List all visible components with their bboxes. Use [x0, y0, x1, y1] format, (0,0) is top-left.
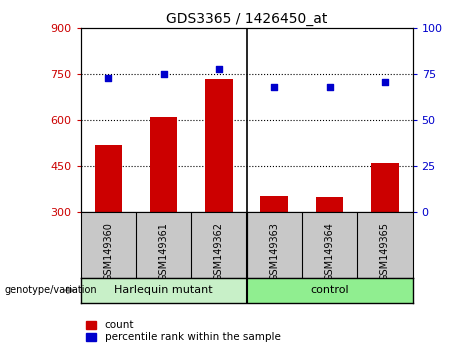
- Point: [160, 72, 167, 77]
- Point: [326, 84, 333, 90]
- Text: genotype/variation: genotype/variation: [5, 285, 97, 295]
- Text: GSM149365: GSM149365: [380, 222, 390, 281]
- Text: GSM149363: GSM149363: [269, 222, 279, 281]
- Bar: [205, 79, 233, 212]
- Bar: [316, 197, 343, 212]
- Legend: count, percentile rank within the sample: count, percentile rank within the sample: [86, 320, 280, 342]
- Text: GSM149362: GSM149362: [214, 222, 224, 281]
- Point: [215, 66, 223, 72]
- Point: [105, 75, 112, 81]
- Text: GSM149364: GSM149364: [325, 222, 335, 281]
- Title: GDS3365 / 1426450_at: GDS3365 / 1426450_at: [166, 12, 327, 26]
- Point: [381, 79, 389, 85]
- Bar: [81, 278, 247, 303]
- Bar: [247, 278, 413, 303]
- Text: GSM149360: GSM149360: [103, 222, 113, 281]
- Bar: [150, 117, 177, 212]
- Bar: [95, 145, 122, 212]
- Text: GSM149361: GSM149361: [159, 222, 169, 281]
- Bar: [371, 163, 399, 212]
- Bar: [260, 195, 288, 212]
- Text: control: control: [310, 285, 349, 295]
- Text: Harlequin mutant: Harlequin mutant: [114, 285, 213, 295]
- Point: [271, 84, 278, 90]
